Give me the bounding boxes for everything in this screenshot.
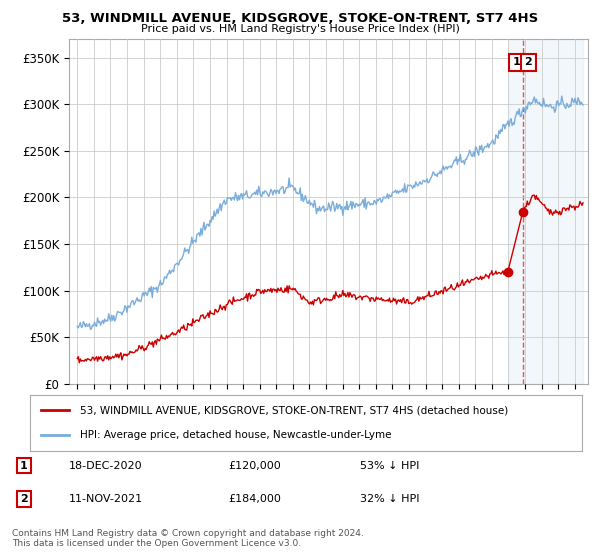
Text: £184,000: £184,000: [228, 494, 281, 504]
Text: 32% ↓ HPI: 32% ↓ HPI: [360, 494, 419, 504]
Text: 2: 2: [524, 58, 532, 67]
Text: Price paid vs. HM Land Registry's House Price Index (HPI): Price paid vs. HM Land Registry's House …: [140, 24, 460, 34]
Text: 1: 1: [513, 58, 521, 67]
Text: 2: 2: [20, 494, 28, 504]
Text: 11-NOV-2021: 11-NOV-2021: [69, 494, 143, 504]
Text: 53% ↓ HPI: 53% ↓ HPI: [360, 460, 419, 470]
Text: 1: 1: [20, 460, 28, 470]
Bar: [508, 39, 583, 384]
Text: Contains HM Land Registry data © Crown copyright and database right 2024.: Contains HM Land Registry data © Crown c…: [12, 529, 364, 538]
Text: £120,000: £120,000: [228, 460, 281, 470]
Text: HPI: Average price, detached house, Newcastle-under-Lyme: HPI: Average price, detached house, Newc…: [80, 430, 391, 440]
Text: 53, WINDMILL AVENUE, KIDSGROVE, STOKE-ON-TRENT, ST7 4HS (detached house): 53, WINDMILL AVENUE, KIDSGROVE, STOKE-ON…: [80, 405, 508, 416]
Text: 53, WINDMILL AVENUE, KIDSGROVE, STOKE-ON-TRENT, ST7 4HS: 53, WINDMILL AVENUE, KIDSGROVE, STOKE-ON…: [62, 12, 538, 25]
Text: 18-DEC-2020: 18-DEC-2020: [69, 460, 143, 470]
Text: This data is licensed under the Open Government Licence v3.0.: This data is licensed under the Open Gov…: [12, 539, 301, 548]
